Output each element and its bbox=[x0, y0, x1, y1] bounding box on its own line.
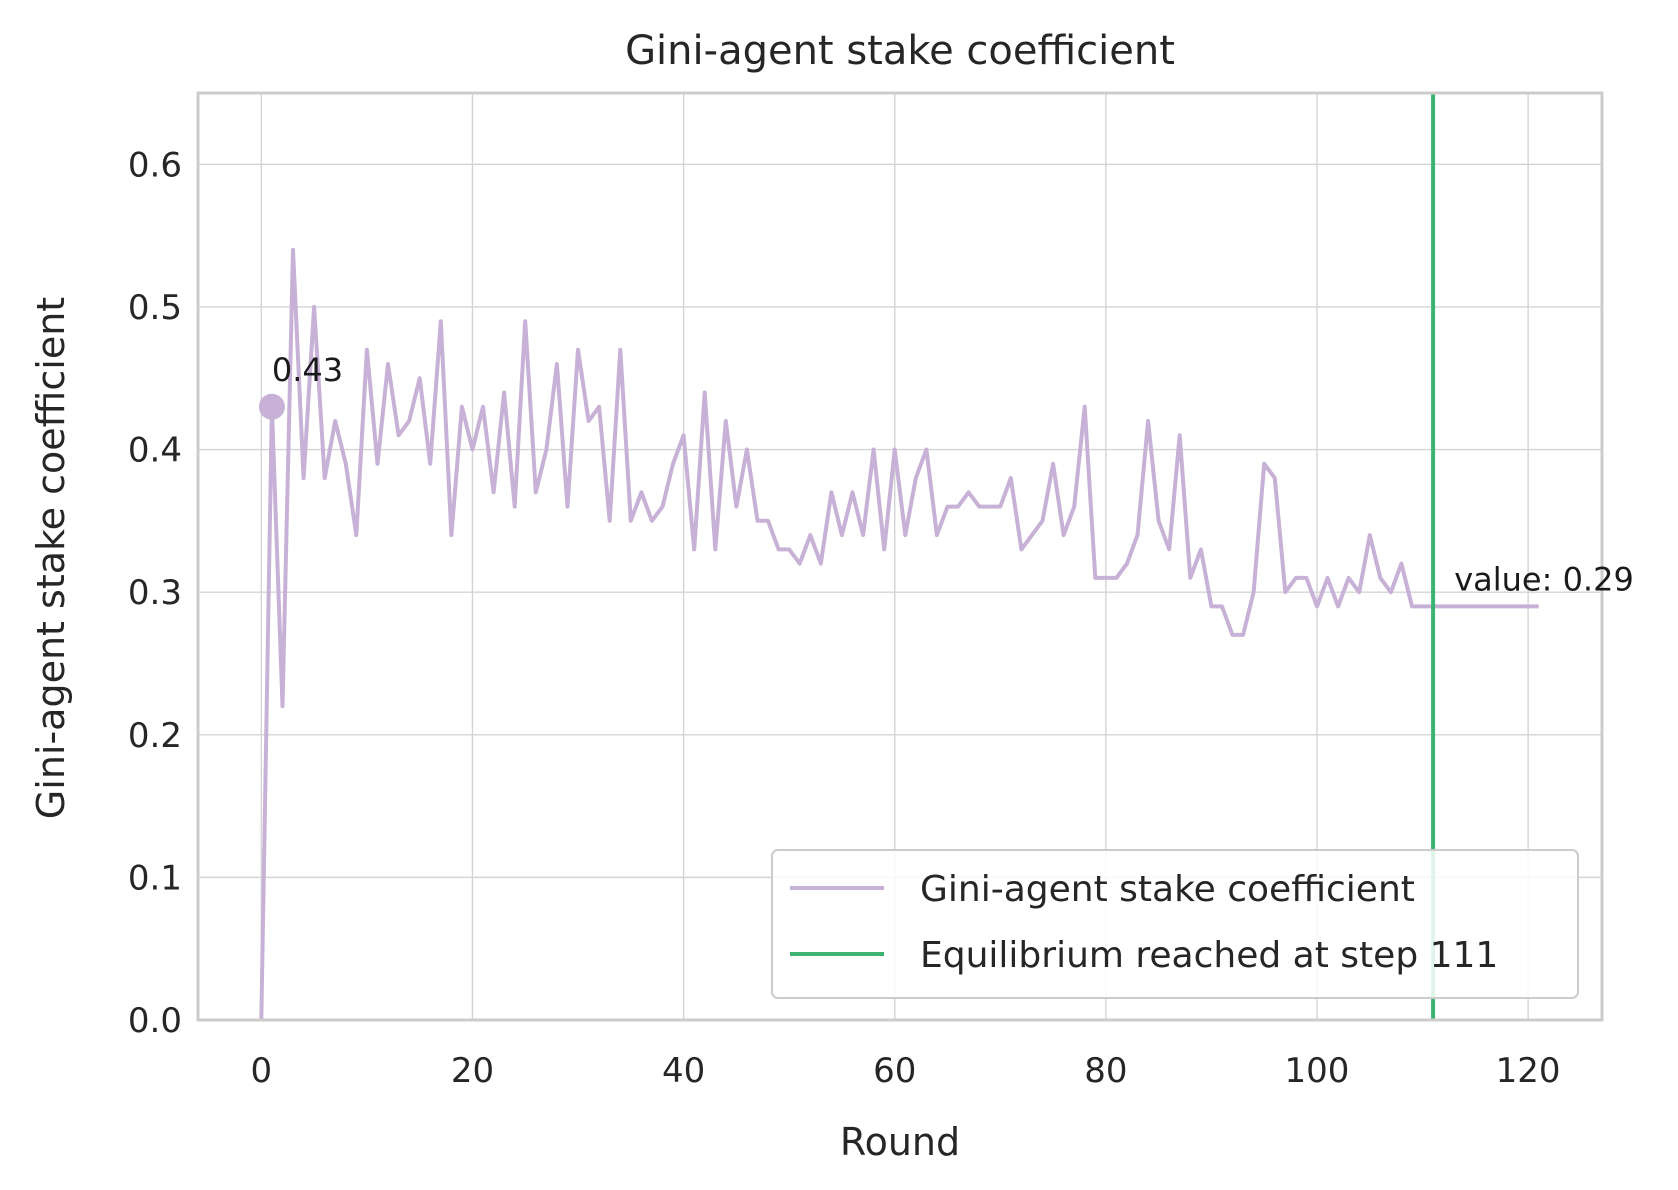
legend-label-series: Gini-agent stake coefficient bbox=[920, 869, 1415, 910]
y-tick-label: 0.2 bbox=[128, 716, 182, 756]
legend-label-equilibrium: Equilibrium reached at step 111 bbox=[920, 935, 1498, 976]
y-tick-label: 0.1 bbox=[128, 858, 182, 898]
chart-title: Gini-agent stake coefficient bbox=[625, 28, 1175, 74]
series-layer bbox=[259, 247, 1539, 1021]
y-tick-label: 0.3 bbox=[128, 573, 182, 613]
x-axis-label: Round bbox=[840, 1120, 960, 1164]
x-tick-label: 20 bbox=[451, 1051, 494, 1091]
legend: Gini-agent stake coefficient Equilibrium… bbox=[771, 849, 1579, 999]
start-marker bbox=[258, 393, 285, 420]
annotation-layer: 0.43 value: 0.29 bbox=[258, 351, 1634, 598]
y-tick-label: 0.5 bbox=[128, 288, 182, 328]
plot-frame bbox=[196, 91, 1604, 1022]
y-tick-label: 0.0 bbox=[128, 1001, 182, 1041]
legend-box bbox=[771, 849, 1579, 999]
end-value-label: value: 0.29 bbox=[1454, 560, 1634, 598]
y-tick-label: 0.4 bbox=[128, 431, 182, 471]
tick-layer: 0 20 40 60 80 100 120 0.0 0.1 0.2 0.3 0.4 0.5 0.6 bbox=[128, 145, 1561, 1091]
series-line bbox=[259, 247, 1539, 1021]
y-axis-label: Gini-agent stake coefficient bbox=[29, 297, 73, 819]
x-tick-label: 40 bbox=[662, 1051, 705, 1091]
y-tick-label: 0.6 bbox=[128, 145, 182, 185]
x-tick-label: 100 bbox=[1285, 1051, 1350, 1091]
x-tick-label: 60 bbox=[873, 1051, 916, 1091]
start-value-label: 0.43 bbox=[272, 351, 343, 389]
x-tick-label: 120 bbox=[1496, 1051, 1561, 1091]
x-tick-label: 80 bbox=[1084, 1051, 1127, 1091]
x-tick-label: 0 bbox=[251, 1051, 273, 1091]
